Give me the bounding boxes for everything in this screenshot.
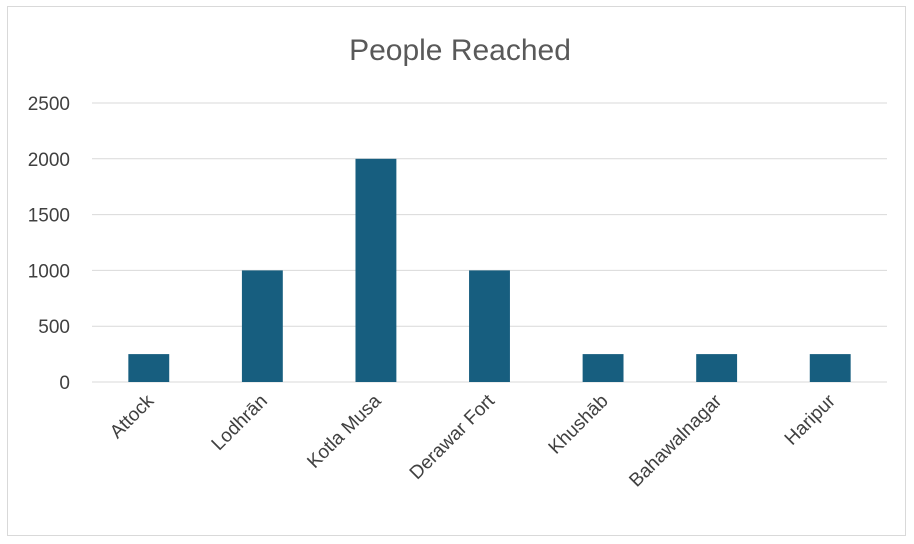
y-tick-label: 1000 (28, 261, 70, 282)
x-tick-label: Lodhrān (208, 391, 272, 455)
x-tick-label: Haripur (781, 390, 840, 449)
chart-title: People Reached (349, 34, 571, 67)
x-tick-label: Bahawalnagar (625, 390, 726, 491)
bar-haripur (809, 354, 851, 382)
x-tick-label: Attock (106, 390, 159, 443)
bar-khush-b (582, 354, 624, 382)
y-tick-label: 1500 (28, 206, 70, 227)
x-tick-label: Kotla Musa (303, 390, 385, 472)
chart-frame (7, 6, 906, 536)
x-tick-label: Derawar Fort (406, 390, 500, 484)
bar-derawar-fort (469, 270, 510, 382)
y-tick-label: 500 (38, 317, 70, 338)
y-axis-tick-labels: 0 500 1000 1500 2000 2500 (28, 94, 70, 394)
x-axis-tick-labels: Attock Lodhrān Kotla Musa Derawar Fort Khush… (106, 390, 840, 491)
gridlines (92, 102, 887, 383)
y-tick-label: 2500 (28, 94, 70, 115)
bar-bahawalnagar (696, 354, 738, 382)
x-tick-label: Khushāb (545, 391, 613, 459)
bars (128, 158, 851, 382)
bar-lodhr-n (241, 270, 283, 382)
y-tick-label: 0 (59, 373, 70, 394)
bar-kotla-musa (355, 158, 397, 382)
y-tick-label: 2000 (28, 150, 70, 171)
bar-attock (128, 354, 170, 382)
